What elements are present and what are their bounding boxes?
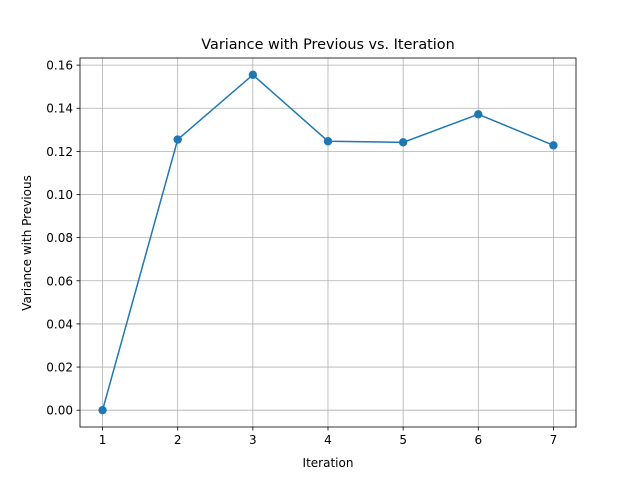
y-tick-label: 0.02 — [46, 361, 73, 375]
x-tick-label: 6 — [474, 433, 482, 447]
data-point — [474, 110, 483, 119]
y-tick-label: 0.08 — [46, 231, 73, 245]
data-point — [98, 405, 107, 415]
data-point — [248, 70, 258, 80]
data-point — [398, 138, 408, 147]
y-tick-label: 0.10 — [46, 188, 73, 202]
x-tick-label: 4 — [324, 433, 332, 447]
data-point — [173, 135, 182, 144]
x-tick-label: 2 — [174, 433, 182, 447]
data-point — [323, 137, 333, 146]
y-tick-label: 0.14 — [46, 102, 73, 116]
x-tick-label: 7 — [550, 433, 558, 447]
x-tick-label: 5 — [399, 433, 407, 447]
plot-frame — [79, 57, 577, 428]
y-tick-label: 0.06 — [46, 274, 73, 288]
data-point — [549, 141, 558, 150]
chart-title: Variance with Previous vs. Iteration — [201, 37, 454, 53]
x-tick-label: 3 — [249, 433, 257, 447]
x-tick-label: 1 — [99, 433, 107, 447]
axes: 1 2 3 4 5 6 7 0.00 0.02 0.04 0.06 0.08 0.10 0.12 0.14 0… — [46, 57, 577, 447]
x-axis-label: Iteration — [303, 456, 354, 470]
y-tick-label: 0.12 — [46, 145, 73, 159]
y-axis-label: Variance with Previous — [20, 175, 34, 311]
y-tick-label: 0.00 — [46, 404, 73, 418]
y-tick-label: 0.16 — [46, 59, 73, 73]
y-tick-label: 0.04 — [46, 317, 73, 331]
grid — [80, 58, 576, 427]
series-layer — [98, 70, 558, 415]
